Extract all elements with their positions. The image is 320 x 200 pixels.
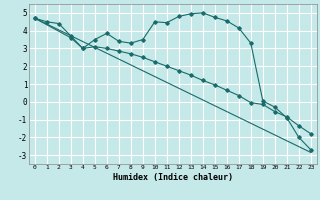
- X-axis label: Humidex (Indice chaleur): Humidex (Indice chaleur): [113, 173, 233, 182]
